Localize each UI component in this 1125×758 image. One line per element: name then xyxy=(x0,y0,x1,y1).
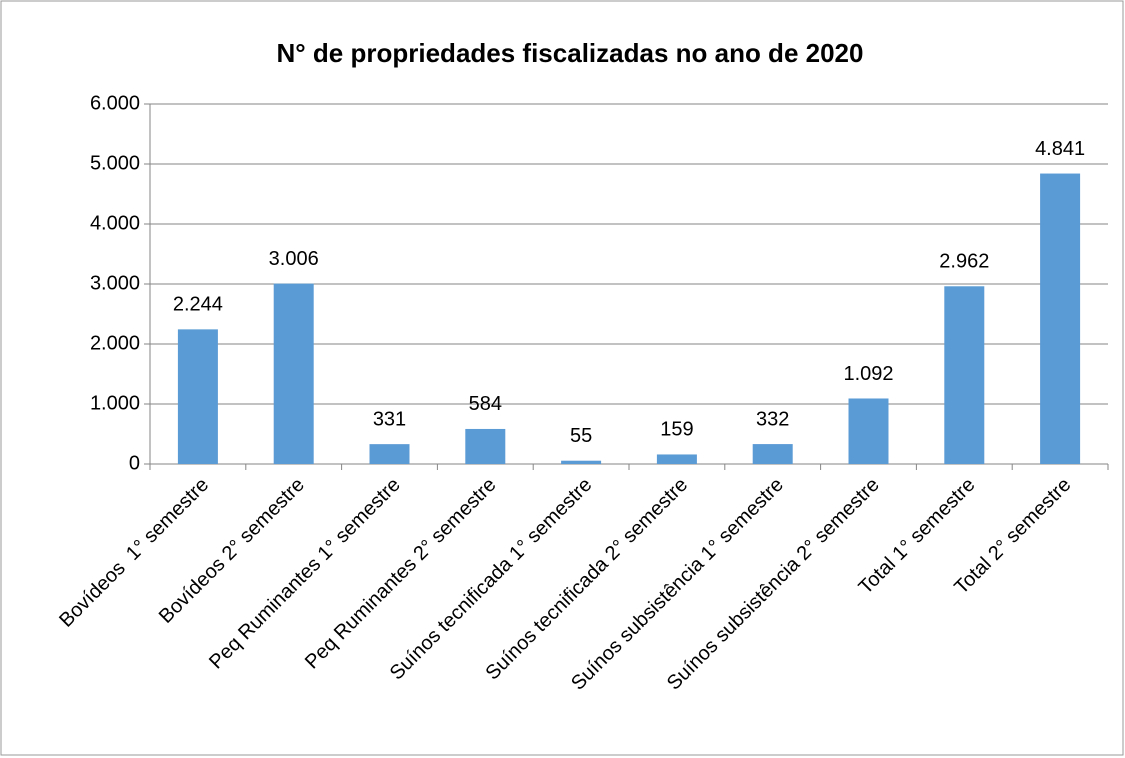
data-label: 2.962 xyxy=(939,251,989,273)
bar xyxy=(656,454,697,464)
data-label: 332 xyxy=(756,408,789,430)
chart-title: N° de propriedades fiscalizadas no ano d… xyxy=(277,38,864,68)
data-label: 584 xyxy=(469,393,502,415)
y-tick-label: 1.000 xyxy=(90,392,140,414)
data-label: 331 xyxy=(373,408,406,430)
data-label: 4.841 xyxy=(1035,138,1085,160)
bar xyxy=(369,444,410,464)
y-tick-label: 4.000 xyxy=(90,212,140,234)
data-label: 3.006 xyxy=(269,248,319,270)
y-tick-label: 3.000 xyxy=(90,272,140,294)
data-label: 1.092 xyxy=(843,363,893,385)
y-tick-label: 2.000 xyxy=(90,332,140,354)
bar xyxy=(561,460,602,464)
bar xyxy=(465,428,506,464)
bar xyxy=(752,444,793,464)
data-label: 159 xyxy=(660,419,693,441)
data-label: 55 xyxy=(570,425,592,447)
data-label: 2.244 xyxy=(173,294,223,316)
y-tick-label: 5.000 xyxy=(90,152,140,174)
bar xyxy=(1040,173,1081,465)
bar xyxy=(273,283,314,464)
y-tick-label: 0 xyxy=(129,452,140,474)
bar xyxy=(177,329,218,464)
bar xyxy=(944,286,985,464)
y-tick-label: 6.000 xyxy=(90,92,140,114)
bar xyxy=(848,398,889,464)
